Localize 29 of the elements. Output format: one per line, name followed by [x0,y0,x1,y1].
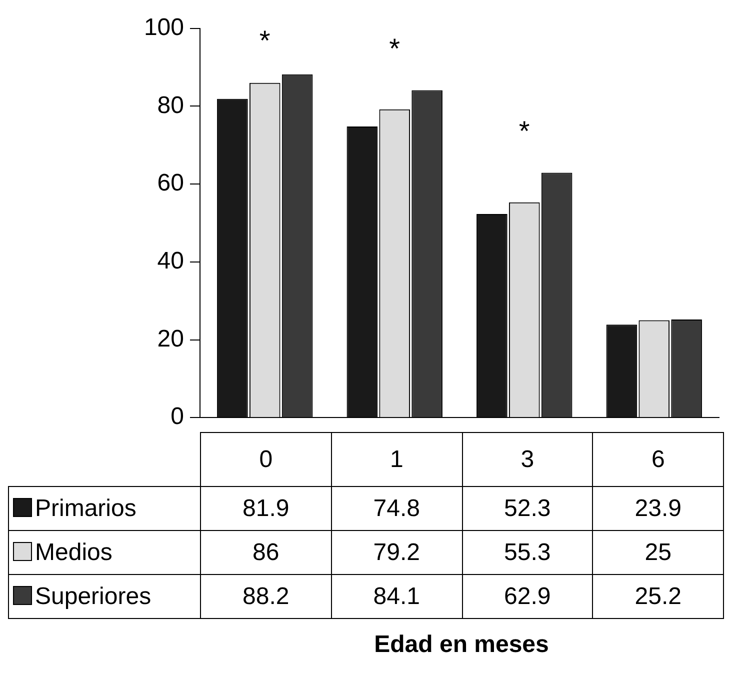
legend-label: Medios [35,538,112,566]
y-tick-label: 60 [157,170,184,197]
data-label: 81.9 [200,486,332,530]
legend-label: Superiores [35,582,152,610]
x-tick-label: 1 [331,432,462,486]
y-tick-label: 0 [170,403,184,430]
annotation: * [389,33,400,64]
legend-label: Primarios [35,494,136,522]
y-tick-label: 20 [157,325,184,352]
annotation: * [518,116,530,147]
data-label: 88.2 [200,574,332,618]
data-label: 74.8 [331,486,462,530]
x-tick-label: 3 [462,432,593,486]
y-tick-label: 100 [144,14,184,42]
data-label: 62.9 [462,574,593,618]
data-label: 84.1 [331,574,462,618]
data-label: 25.2 [592,574,724,618]
data-label: 55.3 [462,530,593,574]
data-label: 52.3 [462,486,593,530]
y-tick-label: 40 [157,248,184,275]
y-tick-label: 80 [157,92,184,119]
data-label: 86 [200,530,332,574]
x-tick-label: 0 [200,432,332,486]
data-label: 23.9 [592,486,724,530]
text: Edad en meses [373,631,550,659]
data-label: 79.2 [331,530,462,574]
x-tick-label: 6 [592,432,724,486]
annotation: * [259,25,270,56]
data-label: 25 [592,530,724,574]
